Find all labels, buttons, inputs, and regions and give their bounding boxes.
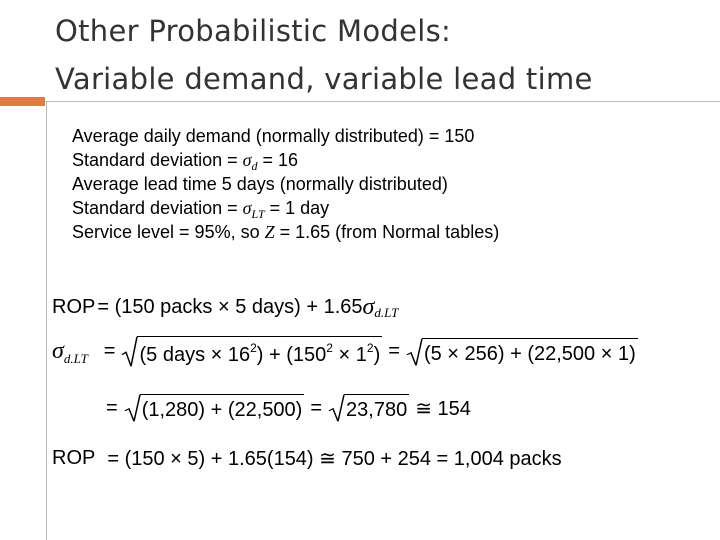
- radicand: 23,780: [344, 394, 410, 422]
- radicand: (1,280) + (22,500): [139, 394, 305, 422]
- text: =: [388, 340, 400, 362]
- equation: ROP = (150 × 5) + 1.65(154) ≅ 750 + 254 …: [52, 446, 562, 471]
- symbol: σ: [52, 338, 64, 364]
- text: =: [106, 396, 118, 419]
- equation: σ d.LT = (5 days × 162) + (1502 × 12) = …: [52, 336, 638, 367]
- divider: [0, 101, 720, 102]
- text: = 16: [257, 150, 299, 170]
- text: ROP: [52, 296, 96, 318]
- radical: 23,780: [328, 394, 410, 422]
- text-line: Service level = 95%, so Z = 1.65 (from N…: [72, 222, 499, 243]
- text: (5 × 256) + (22,500 × 1): [423, 342, 636, 365]
- radical: (5 days × 162) + (1502 × 12): [121, 336, 383, 367]
- symbol: σ: [242, 198, 252, 218]
- radical-sign: [406, 338, 423, 365]
- text-line: Standard deviation = σd = 16: [72, 150, 298, 174]
- text: × 1: [332, 344, 367, 366]
- title-line: Other Probabilistic Models:: [55, 14, 452, 48]
- text: 23,780: [346, 399, 408, 421]
- superscript: 2: [326, 341, 333, 355]
- radical-sign: [124, 394, 141, 422]
- text: = 1 day: [264, 198, 330, 218]
- title-line: Variable demand, variable lead time: [55, 62, 593, 96]
- text: ) + (150: [256, 344, 327, 366]
- symbol: Z: [264, 222, 275, 242]
- text-line: Average lead time 5 days (normally distr…: [72, 174, 448, 195]
- radicand: (5 × 256) + (22,500 × 1): [421, 337, 638, 366]
- subscript: d: [251, 159, 258, 173]
- radicand: (5 days × 162) + (1502 × 12): [137, 336, 383, 367]
- text: (1,280) + (22,500): [141, 399, 303, 421]
- subscript: LT: [251, 207, 265, 221]
- superscript: 2: [366, 341, 374, 355]
- subscript: d.LT: [374, 305, 399, 320]
- text: ≅ 154: [415, 397, 471, 420]
- text-line: Standard deviation = σLT = 1 day: [72, 198, 329, 222]
- radical: (1,280) + (22,500): [124, 394, 305, 422]
- text: ): [373, 344, 381, 366]
- text: (5 days × 16: [139, 344, 251, 366]
- text: = (150 × 5) + 1.65(154) ≅ 750 + 254 = 1,…: [107, 448, 562, 470]
- text: Service level = 95%, so: [72, 222, 265, 242]
- radical: (5 × 256) + (22,500 × 1): [406, 337, 638, 366]
- radical-sign: [122, 336, 139, 367]
- text: Standard deviation =: [72, 150, 243, 170]
- equation: ROP = (150 packs × 5 days) + 1.65 σ d.LT: [52, 294, 398, 321]
- subscript: d.LT: [63, 351, 88, 366]
- text: Standard deviation =: [72, 198, 243, 218]
- superscript: 2: [250, 341, 257, 355]
- text: = 1.65 (from Normal tables): [274, 222, 500, 242]
- text: =: [310, 396, 323, 419]
- text: Average lead time 5 days (normally distr…: [72, 174, 448, 194]
- symbol: σ: [362, 294, 375, 320]
- text-line: Average daily demand (normally distribut…: [72, 126, 474, 147]
- text: =: [103, 340, 116, 362]
- text: ROP: [52, 447, 96, 469]
- divider: [46, 101, 47, 540]
- radical-sign: [328, 394, 345, 422]
- accent-bar: [0, 97, 45, 106]
- symbol: σ: [242, 150, 252, 170]
- text: = (150 packs × 5 days) + 1.65: [97, 296, 363, 318]
- equation: = (1,280) + (22,500) = 23,780 ≅ 154: [106, 394, 471, 422]
- text: Average daily demand (normally distribut…: [72, 126, 475, 146]
